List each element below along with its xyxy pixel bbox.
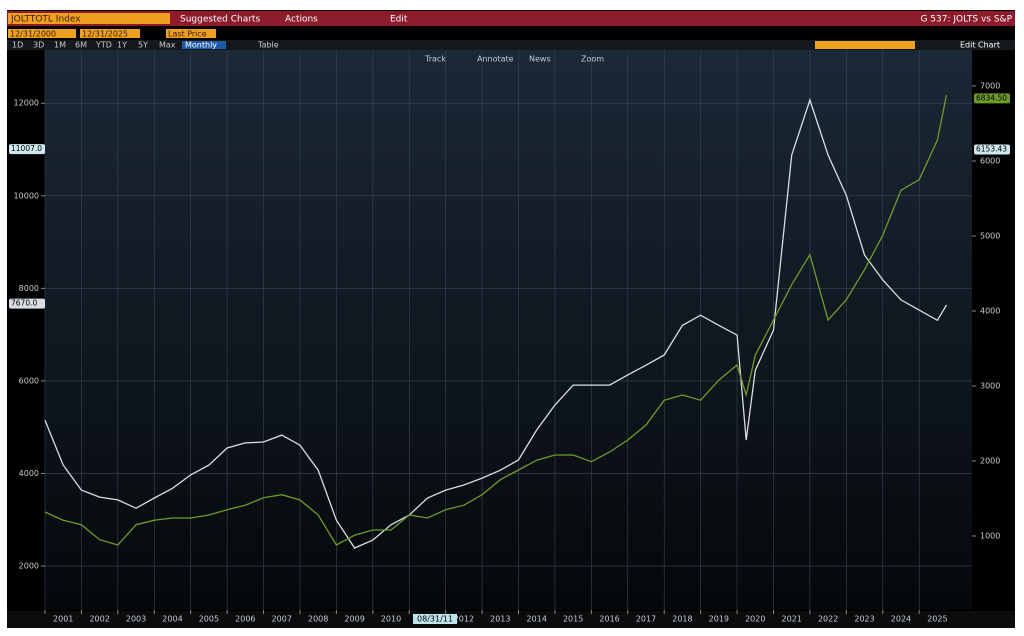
x-tick-label: 2002 — [89, 615, 109, 624]
start-date[interactable]: 12/31/2000 — [10, 30, 56, 39]
security[interactable]: JOLTTOTL Index — [10, 15, 81, 25]
y-tick-label: 6000 — [19, 376, 39, 385]
toolbar — [7, 40, 1015, 50]
edit-chart[interactable]: Edit Chart — [960, 41, 1000, 50]
cursor-label: 08/31/11 — [417, 615, 453, 624]
y-tick-label: 2000 — [19, 562, 39, 571]
y2-tick-label: 3000 — [980, 381, 1000, 390]
range-button[interactable]: 1M — [54, 41, 66, 50]
right-field[interactable] — [815, 41, 915, 49]
x-tick-label: 2005 — [199, 615, 219, 624]
x-tick-label: 2014 — [527, 615, 547, 624]
chart-tool[interactable]: News — [529, 55, 551, 64]
y2-tick-label: 7000 — [980, 81, 1000, 90]
x-tick-label: 2003 — [126, 615, 146, 624]
value-marker-label: 6153.43 — [976, 144, 1007, 153]
chart-name: G 537: JOLTS vs S&P — [920, 15, 1012, 25]
y-tick-label: 8000 — [19, 284, 39, 293]
chart-tool[interactable]: Annotate — [477, 55, 514, 64]
title-bar — [7, 11, 1015, 26]
y-tick-label: 12000 — [14, 99, 39, 108]
table-button[interactable]: Table — [257, 41, 279, 50]
field[interactable]: Last Price — [168, 30, 207, 39]
x-tick-label: 2004 — [162, 615, 182, 624]
x-tick-label: 2013 — [490, 615, 510, 624]
menu[interactable]: Edit — [390, 15, 408, 25]
start-field[interactable] — [8, 29, 76, 38]
value-marker — [974, 144, 1010, 155]
security-field[interactable] — [8, 13, 170, 24]
end-date[interactable]: 12/31/2025 — [82, 30, 128, 39]
x-tick-label: 2016 — [599, 615, 619, 624]
range-button[interactable]: 1Y — [117, 41, 127, 50]
value-marker — [974, 93, 1010, 104]
menu[interactable]: Actions — [285, 15, 318, 25]
range-button[interactable]: 3D — [33, 41, 44, 50]
x-tick-label: 2008 — [308, 615, 328, 624]
x-axis-band — [7, 611, 1015, 628]
x-tick-label: 2001 — [53, 615, 73, 624]
range-button[interactable]: 5Y — [138, 41, 148, 50]
period[interactable]: Monthly — [185, 41, 217, 50]
range-button[interactable]: YTD — [95, 41, 112, 50]
y2-tick-label: 6000 — [980, 156, 1000, 165]
x-tick-label: 2019 — [709, 615, 729, 624]
x-tick-label: 2018 — [672, 615, 692, 624]
y-tick-label: 10000 — [14, 191, 39, 200]
plot-area — [45, 50, 972, 610]
x-tick-label: 2017 — [636, 615, 656, 624]
period-box[interactable] — [182, 41, 226, 49]
x-tick-label: 2009 — [344, 615, 364, 624]
y2-tick-label: 5000 — [980, 231, 1000, 240]
x-tick-label: 2025 — [927, 615, 947, 624]
field-box[interactable] — [166, 29, 216, 38]
range-button[interactable]: Max — [159, 41, 176, 50]
x-tick-label: 2015 — [563, 615, 583, 624]
x-tick-label: 2021 — [782, 615, 802, 624]
x-tick-label: 2022 — [818, 615, 838, 624]
x-tick-label: 2007 — [272, 615, 292, 624]
x-tick-label: 2012 — [454, 615, 474, 624]
x-tick-label: 2006 — [235, 615, 255, 624]
value-marker-label: 11007.0 — [11, 144, 42, 153]
x-tick-label: 2023 — [854, 615, 874, 624]
end-field[interactable] — [80, 29, 140, 38]
menu[interactable]: Suggested Charts — [180, 15, 260, 25]
y2-tick-label: 2000 — [980, 456, 1000, 465]
chart-tool[interactable]: Zoom — [581, 55, 604, 64]
series-line — [44, 97, 948, 549]
series-line — [44, 94, 948, 546]
y-tick-label: 4000 — [19, 469, 39, 478]
x-tick-label: 2024 — [891, 615, 911, 624]
x-tick-label: 2020 — [745, 615, 765, 624]
value-marker-label: 7670.0 — [11, 299, 37, 308]
cursor-box — [413, 614, 457, 624]
value-marker — [9, 298, 45, 309]
value-marker-label: 6834.50 — [976, 93, 1007, 102]
y2-tick-label: 1000 — [980, 531, 1000, 540]
x-tick-label: 2010 — [381, 615, 401, 624]
y2-tick-label: 4000 — [980, 306, 1000, 315]
range-button[interactable]: 1D — [12, 41, 23, 50]
chart-tool[interactable]: Track — [424, 55, 446, 64]
range-button[interactable]: 6M — [75, 41, 87, 50]
value-marker — [9, 144, 45, 155]
